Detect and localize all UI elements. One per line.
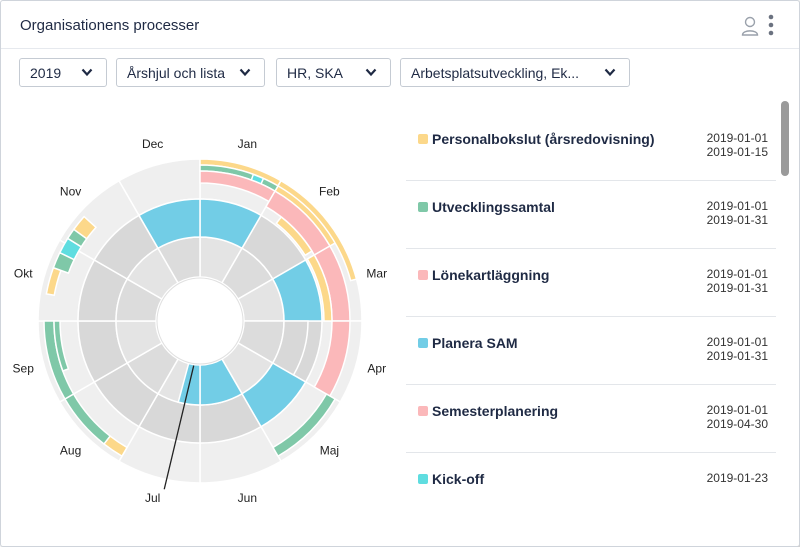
view-dropdown[interactable]: Årshjul och lista — [116, 58, 265, 87]
month-label: Nov — [60, 185, 81, 199]
month-label: Jan — [238, 137, 257, 151]
start-date: 2019-01-23 — [706, 471, 768, 485]
month-label: Sep — [13, 361, 35, 375]
activity-segment[interactable] — [72, 215, 98, 240]
month-label: Feb — [319, 185, 340, 199]
color-swatch — [418, 474, 428, 484]
category-value: Arbetsplatsutveckling, Ek... — [411, 65, 580, 81]
process-row-personalbokslut[interactable]: Personalbokslut (årsredovisning) 2019-01… — [406, 113, 776, 181]
activity-segment[interactable] — [275, 215, 313, 257]
activity-segment[interactable] — [53, 320, 70, 372]
chevron-down-icon — [81, 68, 93, 77]
color-swatch — [418, 134, 428, 144]
start-date: 2019-01-01 — [706, 403, 768, 417]
end-date: 2019-01-31 — [706, 349, 768, 363]
organisation-value: HR, SKA — [287, 65, 344, 81]
category-dropdown[interactable]: Arbetsplatsutveckling, Ek... — [400, 58, 630, 87]
start-date: 2019-01-01 — [706, 335, 768, 349]
chevron-down-icon — [239, 68, 251, 77]
start-date: 2019-01-01 — [706, 267, 768, 281]
end-date: 2019-01-31 — [706, 213, 768, 227]
process-name: Planera SAM — [432, 335, 518, 351]
process-row-utvecklingssamtal[interactable]: Utvecklingssamtal 2019-01-01 2019-01-31 — [406, 181, 776, 249]
color-swatch — [418, 338, 428, 348]
today-marker — [163, 365, 195, 490]
process-row-lonekartlaggning[interactable]: Lönekartläggning 2019-01-01 2019-01-31 — [406, 249, 776, 317]
month-label: Apr — [367, 361, 386, 375]
end-date: 2019-01-31 — [706, 281, 768, 295]
activity-segment[interactable] — [313, 320, 351, 398]
activity-segment[interactable] — [276, 179, 358, 282]
end-date: 2019-04-30 — [706, 417, 768, 431]
activity-segment[interactable] — [240, 361, 307, 428]
month-label: Mar — [366, 267, 387, 281]
activity-segment[interactable] — [271, 320, 309, 377]
process-list: Personalbokslut (årsredovisning) 2019-01… — [406, 113, 776, 543]
wheel-center — [156, 277, 244, 365]
view-value: Årshjul och lista — [127, 65, 226, 81]
activity-segment[interactable] — [271, 392, 337, 458]
chevron-down-icon — [365, 68, 377, 77]
user-icon[interactable] — [741, 16, 759, 36]
activity-segment[interactable] — [199, 198, 263, 250]
year-dropdown[interactable]: 2019 — [19, 58, 107, 87]
kebab-menu-icon[interactable] — [765, 14, 777, 36]
panel-header: Organisationens processer — [1, 1, 799, 49]
month-label: Aug — [60, 443, 81, 457]
chevron-down-icon — [604, 68, 616, 77]
process-row-planera-sam[interactable]: Planera SAM 2019-01-01 2019-01-31 — [406, 317, 776, 385]
process-name: Utvecklingssamtal — [432, 199, 555, 215]
color-swatch — [418, 270, 428, 280]
month-label: Jul — [145, 491, 160, 505]
process-row-kick-off[interactable]: Kick-off 2019-01-23 — [406, 453, 776, 521]
end-date: 2019-01-15 — [706, 145, 768, 159]
month-label: Jun — [238, 491, 257, 505]
scrollbar-thumb[interactable] — [781, 101, 789, 176]
process-row-semesterplanering[interactable]: Semesterplanering 2019-01-01 2019-04-30 — [406, 385, 776, 453]
year-wheel[interactable]: Jan Feb Mar Apr Maj Jun Jul Aug Sep Okt Nov Dec — [1, 111, 401, 511]
process-name: Semesterplanering — [432, 403, 559, 419]
process-name: Lönekartläggning — [432, 267, 550, 283]
start-date: 2019-01-01 — [706, 199, 768, 213]
month-label: Maj — [320, 443, 339, 457]
activity-segment[interactable] — [306, 253, 333, 322]
color-swatch — [418, 406, 428, 416]
process-name: Kick-off — [432, 471, 485, 487]
color-swatch — [418, 202, 428, 212]
panel-title: Organisationens processer — [20, 17, 200, 34]
activity-segment[interactable] — [137, 198, 201, 250]
year-value: 2019 — [30, 65, 62, 81]
start-date: 2019-01-01 — [706, 131, 768, 145]
month-label: Okt — [14, 267, 33, 281]
process-name: Personalbokslut (årsredovisning) — [432, 131, 655, 147]
organisation-dropdown[interactable]: HR, SKA — [276, 58, 391, 87]
month-label: Dec — [142, 137, 163, 151]
